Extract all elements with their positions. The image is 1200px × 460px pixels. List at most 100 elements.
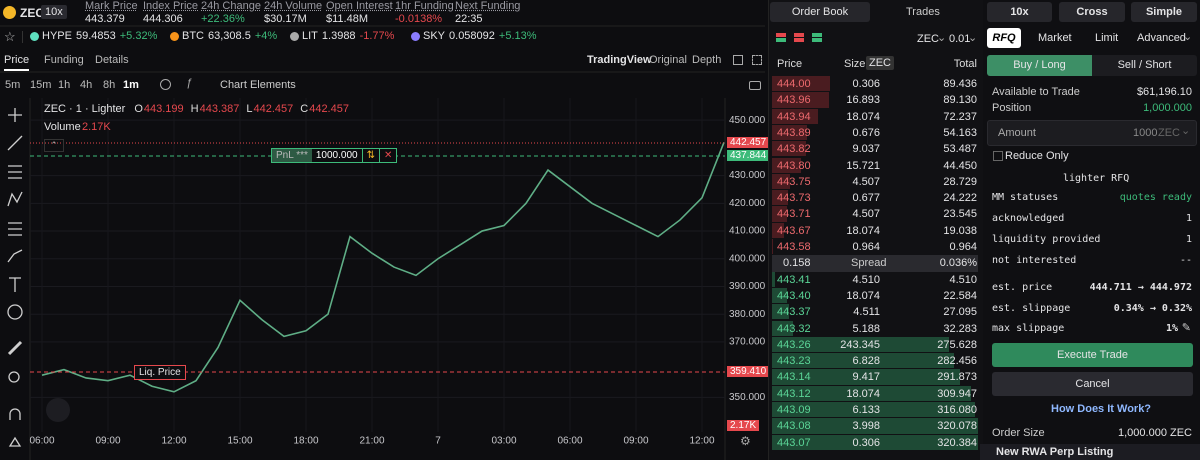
- ob-total: 4.510: [949, 273, 977, 286]
- settings-icon[interactable]: ⚙: [740, 434, 751, 448]
- book-view-icon[interactable]: [794, 33, 804, 42]
- execute-button[interactable]: Execute Trade: [992, 343, 1193, 367]
- expand-icon[interactable]: [752, 55, 762, 65]
- rfq-label: MM statuses: [992, 192, 1059, 203]
- tool-icon[interactable]: [7, 340, 23, 356]
- margin-button[interactable]: 10x: [987, 2, 1052, 22]
- interval[interactable]: 8h: [103, 79, 116, 91]
- help-link[interactable]: How Does It Work?: [1051, 403, 1152, 415]
- tool-icon[interactable]: [7, 304, 23, 320]
- ob-price[interactable]: 443.12: [777, 387, 811, 400]
- ob-price[interactable]: 443.80: [777, 159, 811, 172]
- sell-tab[interactable]: Sell / Short: [1092, 55, 1197, 76]
- interval[interactable]: 5m: [5, 79, 21, 91]
- interval[interactable]: 1h: [58, 79, 71, 91]
- ob-price[interactable]: 443.07: [777, 436, 811, 449]
- interval[interactable]: 1m: [123, 79, 139, 91]
- ob-price[interactable]: 443.75: [777, 175, 811, 188]
- tool-icon[interactable]: [8, 165, 22, 179]
- ob-price[interactable]: 443.94: [777, 110, 811, 123]
- amount-input[interactable]: [987, 120, 1197, 146]
- ob-price[interactable]: 443.82: [777, 143, 811, 156]
- ticker-icon: [170, 32, 179, 41]
- ob-price[interactable]: 443.71: [777, 208, 811, 221]
- cancel-button[interactable]: Cancel: [992, 372, 1193, 396]
- symbol[interactable]: ZEC: [20, 6, 44, 20]
- tool-icon[interactable]: [9, 277, 21, 292]
- tool-icon[interactable]: [8, 436, 22, 447]
- ob-price[interactable]: 443.32: [777, 322, 811, 335]
- ob-price[interactable]: 443.40: [777, 289, 811, 302]
- camera-icon[interactable]: [749, 81, 761, 90]
- ob-tab[interactable]: Trades: [906, 6, 940, 18]
- reduce-checkbox[interactable]: [993, 151, 1003, 161]
- ob-price[interactable]: 443.41: [777, 273, 811, 286]
- ob-price[interactable]: 443.23: [777, 355, 811, 368]
- tool-icon[interactable]: [7, 249, 23, 263]
- ob-market[interactable]: ZEC: [917, 33, 939, 45]
- ob-price[interactable]: 443.37: [777, 306, 811, 319]
- ob-size: 4.507: [852, 208, 880, 221]
- tool-icon[interactable]: [8, 108, 22, 122]
- margin-button[interactable]: Simple: [1131, 2, 1197, 22]
- tool-icon[interactable]: [8, 222, 22, 236]
- margin-button[interactable]: Cross: [1059, 2, 1125, 22]
- banner[interactable]: [980, 444, 1200, 460]
- stat-value: $11.48M: [326, 13, 368, 25]
- tool-icon[interactable]: [7, 191, 23, 207]
- ob-size: 243.345: [840, 338, 880, 351]
- tool-icon[interactable]: [8, 371, 20, 383]
- ticker-item[interactable]: SKY 0.058092 +5.13%: [423, 30, 537, 42]
- ob-tab-active[interactable]: Order Book: [770, 2, 870, 22]
- interval[interactable]: 4h: [80, 79, 93, 91]
- chart-tab[interactable]: Price: [4, 54, 30, 71]
- indicator-icon[interactable]: [160, 79, 171, 90]
- collapse-legend[interactable]: ⌃: [44, 139, 64, 152]
- drawing-tools[interactable]: [7, 108, 23, 447]
- ob-size-unit[interactable]: ZEC: [866, 56, 894, 70]
- ticker-item[interactable]: LIT 1.3988 -1.77%: [302, 30, 394, 42]
- ob-tick[interactable]: 0.01: [949, 33, 971, 45]
- order-type[interactable]: Advanced: [1137, 32, 1186, 44]
- ticker-item[interactable]: BTC 63,308.5 +4%: [182, 30, 277, 42]
- available-value: $61,196.10: [1136, 86, 1192, 98]
- ticker-item[interactable]: HYPE 59.4853 +5.32%: [42, 30, 157, 42]
- book-view-icon[interactable]: [776, 33, 786, 42]
- ob-price[interactable]: 443.89: [777, 126, 811, 139]
- ob-price[interactable]: 443.67: [777, 224, 811, 237]
- chart-elements[interactable]: Chart Elements: [220, 79, 296, 91]
- close-button[interactable]: ✕: [378, 149, 396, 162]
- ob-price[interactable]: 443.96: [777, 94, 811, 107]
- chart-view[interactable]: TradingView: [587, 54, 652, 66]
- ob-price[interactable]: 444.00: [777, 78, 811, 90]
- x-tick-label: 18:00: [293, 436, 318, 447]
- buy-tab[interactable]: Buy / Long: [987, 55, 1092, 76]
- window-icon[interactable]: [733, 55, 743, 65]
- depth-bar: [772, 385, 972, 401]
- ob-price[interactable]: 443.08: [777, 420, 811, 433]
- chart-view[interactable]: Original: [649, 54, 687, 66]
- book-view-icon[interactable]: [812, 33, 822, 42]
- order-type[interactable]: Limit: [1095, 32, 1119, 44]
- pnl-label: PnL ***: [272, 149, 312, 162]
- reverse-button[interactable]: ⇅: [361, 149, 379, 162]
- ob-price[interactable]: 443.73: [777, 192, 811, 205]
- chart-tab[interactable]: Funding: [44, 54, 84, 66]
- ob-price[interactable]: 443.26: [777, 338, 811, 351]
- tradingview-logo[interactable]: [46, 398, 70, 422]
- ob-price[interactable]: 443.09: [777, 404, 811, 416]
- banner-text[interactable]: New RWA Perp Listing: [996, 446, 1114, 458]
- order-type-active[interactable]: RFQ: [987, 28, 1021, 48]
- ob-price[interactable]: 443.14: [777, 371, 811, 384]
- chart-tab[interactable]: Details: [95, 54, 129, 66]
- leverage-badge[interactable]: 10x: [41, 5, 67, 19]
- tool-icon[interactable]: [7, 135, 23, 151]
- ob-size: 4.510: [852, 273, 880, 286]
- chart-view[interactable]: Depth: [692, 54, 722, 66]
- interval[interactable]: 15m: [30, 79, 52, 91]
- edit-icon[interactable]: ✎: [1181, 322, 1191, 334]
- fx-icon[interactable]: ƒ: [186, 77, 193, 89]
- ob-price[interactable]: 443.58: [777, 241, 811, 253]
- order-type[interactable]: Market: [1038, 32, 1072, 44]
- tool-icon[interactable]: [9, 408, 21, 420]
